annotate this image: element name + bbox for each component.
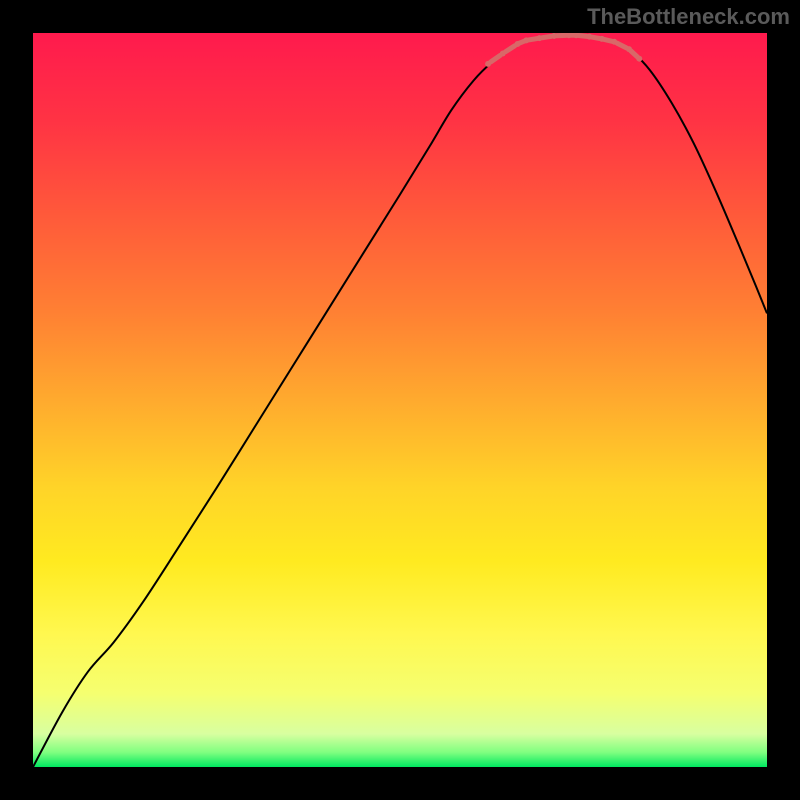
watermark-text: TheBottleneck.com xyxy=(587,4,790,30)
bottleneck-curve xyxy=(33,35,767,767)
plot-area xyxy=(33,33,767,767)
curve-layer xyxy=(33,33,767,767)
valley-markers xyxy=(485,33,642,67)
chart-container: TheBottleneck.com xyxy=(0,0,800,800)
